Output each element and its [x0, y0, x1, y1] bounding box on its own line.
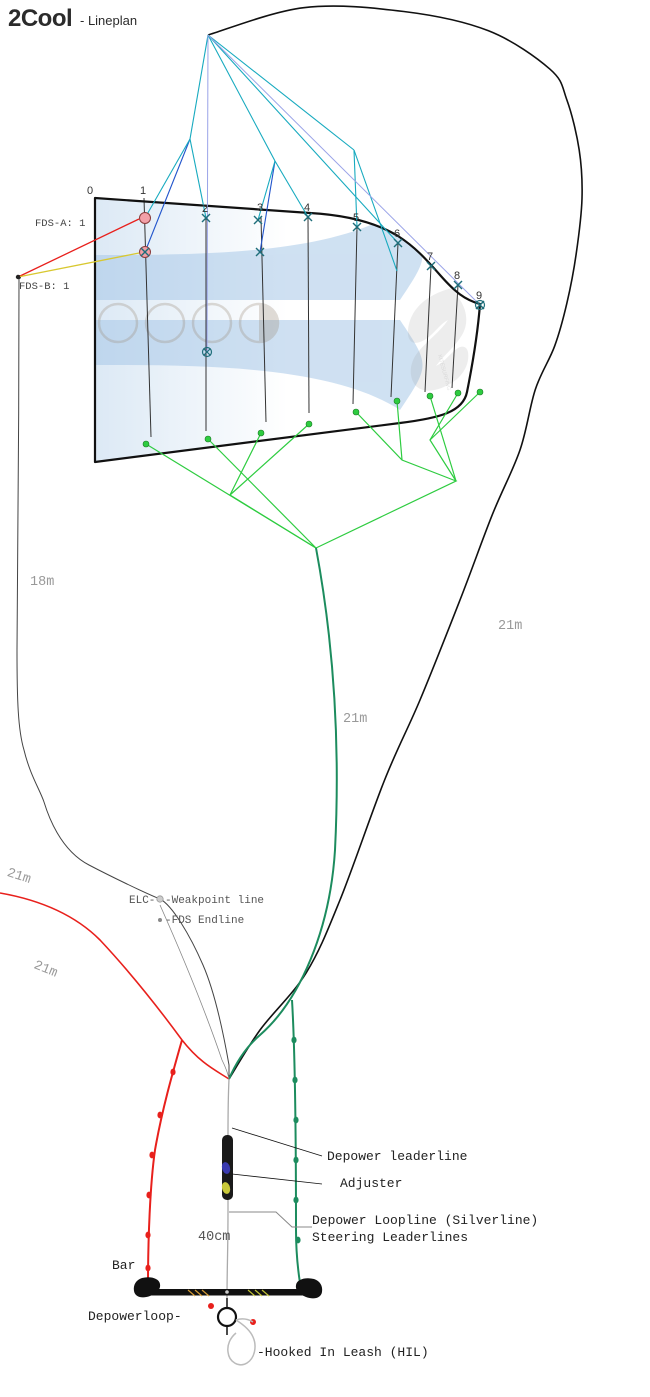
svg-text:Adjuster: Adjuster: [340, 1176, 402, 1191]
svg-text:1: 1: [140, 185, 146, 197]
svg-text:9: 9: [476, 290, 482, 302]
svg-text:7: 7: [427, 251, 433, 263]
svg-text:-Weakpoint line: -Weakpoint line: [165, 895, 264, 907]
svg-text:- Lineplan: - Lineplan: [80, 13, 137, 28]
svg-text:21m: 21m: [498, 619, 522, 634]
svg-text:Depower Loopline (Silverline): Depower Loopline (Silverline): [312, 1213, 538, 1228]
svg-text:FDS-A: 1: FDS-A: 1: [35, 218, 85, 230]
svg-text:Depower leaderline: Depower leaderline: [327, 1149, 467, 1164]
svg-text:-FDS Endline: -FDS Endline: [165, 915, 244, 927]
svg-text:21m: 21m: [343, 712, 367, 727]
svg-text:18m: 18m: [30, 575, 54, 590]
svg-text:3: 3: [257, 202, 263, 214]
svg-text:Bar: Bar: [112, 1258, 135, 1273]
svg-text:-Hooked In Leash (HIL): -Hooked In Leash (HIL): [257, 1345, 429, 1360]
svg-text:FDS-B: 1: FDS-B: 1: [19, 281, 69, 293]
svg-text:21m: 21m: [5, 866, 33, 888]
svg-text:5: 5: [353, 212, 359, 224]
svg-text:ELC-: ELC-: [129, 895, 155, 907]
svg-text:4: 4: [304, 202, 310, 214]
svg-text:Depowerloop-: Depowerloop-: [88, 1309, 182, 1324]
svg-text:2: 2: [202, 203, 208, 215]
svg-text:8: 8: [454, 270, 460, 282]
svg-text:40cm: 40cm: [198, 1230, 230, 1245]
svg-text:Steering Leaderlines: Steering Leaderlines: [312, 1230, 468, 1245]
svg-text:2Cool: 2Cool: [8, 5, 72, 32]
svg-text:21m: 21m: [31, 958, 59, 981]
svg-text:0: 0: [87, 185, 93, 197]
svg-text:6: 6: [394, 228, 400, 240]
